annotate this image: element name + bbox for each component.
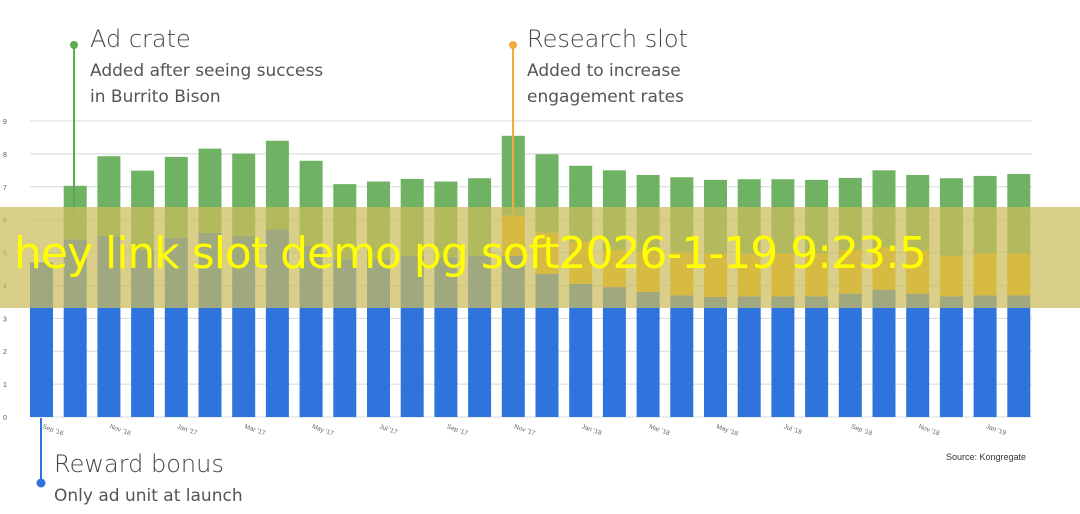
- y-tick-label: 0: [3, 415, 7, 422]
- x-tick-label: May '17: [311, 423, 335, 437]
- x-tick-label: Nov '18: [918, 423, 941, 437]
- ad-crate-description: Added after seeing success in Burrito Bi…: [90, 58, 323, 110]
- bar-segment-reward-bonus: [670, 295, 694, 417]
- y-tick-label: 1: [3, 382, 7, 389]
- x-tick-label: Mar '17: [244, 423, 267, 437]
- y-tick-label: 9: [3, 119, 7, 126]
- x-tick-label: Sep '18: [850, 423, 873, 437]
- y-tick-label: 8: [3, 152, 7, 159]
- bar-segment-reward-bonus: [535, 273, 559, 417]
- bar-segment-reward-bonus: [737, 296, 761, 417]
- x-tick-label: Jan '18: [581, 423, 603, 437]
- bar-segment-reward-bonus: [973, 295, 997, 417]
- y-tick-label: 3: [3, 316, 7, 323]
- reward-bonus-description: Only ad unit at launch: [54, 483, 243, 509]
- x-tick-label: Jul '18: [783, 423, 803, 436]
- ad-crate-title: Ad crate: [90, 25, 191, 53]
- ad-crate-line-1: Added after seeing success: [90, 61, 324, 81]
- bar-segment-reward-bonus: [1007, 295, 1031, 417]
- x-tick-label: Jul '17: [378, 423, 398, 436]
- bar-segment-reward-bonus: [636, 292, 660, 417]
- research-slot-line-2: engagement rates: [527, 87, 684, 107]
- bar-segment-reward-bonus: [838, 293, 862, 417]
- bar-segment-reward-bonus: [704, 296, 727, 417]
- x-tick-label: Jan '17: [176, 423, 198, 437]
- reward-bonus-pointer-dot: [36, 478, 46, 488]
- y-tick-label: 2: [3, 349, 7, 356]
- bar-segment-reward-bonus: [872, 289, 896, 417]
- research-slot-description: Added to increase engagement rates: [527, 58, 684, 110]
- y-tick-label: 7: [3, 185, 7, 192]
- watermark-text: hey link slot demo pg soft2026-1-19 9:23…: [14, 228, 927, 279]
- bar-segment-reward-bonus: [906, 293, 930, 417]
- reward-bonus-title: Reward bonus: [54, 450, 224, 478]
- reward-bonus-line-1: Only ad unit at launch: [54, 486, 243, 506]
- x-tick-label: May '18: [715, 423, 739, 437]
- research-slot-title: Research slot: [527, 25, 688, 53]
- ad-crate-pointer-dot: [70, 41, 78, 49]
- x-tick-label: Nov '17: [513, 423, 536, 437]
- x-tick-label: Nov '16: [109, 423, 132, 437]
- x-tick-label: Sep '17: [446, 423, 469, 437]
- x-tick-label: Sep '16: [41, 423, 64, 437]
- bar-segment-reward-bonus: [569, 283, 593, 417]
- x-tick-labels: Sep '16 Nov '16 Jan '17 Mar '17 May '17 Jul '…: [41, 423, 1007, 437]
- research-slot-line-1: Added to increase: [527, 61, 681, 81]
- x-tick-label: Jan '19: [985, 423, 1007, 437]
- watermark-band: [0, 207, 1080, 308]
- source-note: Source: Kongregate: [945, 452, 1026, 462]
- x-tick-label: Mar '18: [648, 423, 671, 437]
- research-slot-pointer-dot: [509, 41, 517, 49]
- ad-crate-line-2: in Burrito Bison: [90, 87, 221, 107]
- bar-segment-reward-bonus: [939, 296, 963, 417]
- bar-segment-reward-bonus: [771, 296, 795, 417]
- bar-segment-reward-bonus: [602, 287, 626, 417]
- bar-segment-reward-bonus: [805, 296, 829, 417]
